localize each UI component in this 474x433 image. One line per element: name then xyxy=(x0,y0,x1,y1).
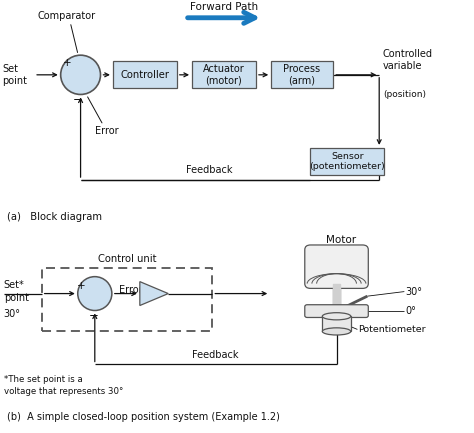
Text: 30°: 30° xyxy=(405,287,422,297)
Text: Sensor
(potentiometer): Sensor (potentiometer) xyxy=(310,152,385,171)
Text: Actuator
(motor): Actuator (motor) xyxy=(203,64,245,86)
Text: Controlled
variable: Controlled variable xyxy=(383,48,433,71)
Text: *The set point is a
voltage that represents 30°: *The set point is a voltage that represe… xyxy=(4,375,123,396)
Text: Error: Error xyxy=(95,126,118,136)
Ellipse shape xyxy=(322,313,351,320)
Bar xyxy=(113,61,177,88)
Text: −: − xyxy=(89,310,98,323)
Text: Comparator: Comparator xyxy=(37,11,95,21)
Text: point: point xyxy=(4,293,29,303)
Polygon shape xyxy=(140,281,168,306)
Text: +: + xyxy=(77,281,86,291)
Text: 0°: 0° xyxy=(405,306,416,316)
Text: Error: Error xyxy=(118,285,142,295)
Bar xyxy=(192,61,256,88)
Text: −: − xyxy=(73,93,82,106)
Text: (b)  A simple closed-loop position system (Example 1.2): (b) A simple closed-loop position system… xyxy=(7,412,280,422)
FancyBboxPatch shape xyxy=(305,305,368,317)
Text: +: + xyxy=(63,58,72,68)
Text: Control unit: Control unit xyxy=(98,254,156,264)
Text: Set
point: Set point xyxy=(2,64,27,86)
FancyBboxPatch shape xyxy=(305,245,368,288)
Circle shape xyxy=(61,55,100,94)
Text: (a)   Block diagram: (a) Block diagram xyxy=(7,212,102,222)
Bar xyxy=(322,316,351,331)
Bar xyxy=(310,148,384,175)
Text: Set*: Set* xyxy=(4,280,25,290)
Ellipse shape xyxy=(322,328,351,335)
Text: 30°: 30° xyxy=(4,309,21,319)
Text: (position): (position) xyxy=(383,90,426,99)
Text: Forward Path: Forward Path xyxy=(190,2,258,12)
Text: Process
(arm): Process (arm) xyxy=(283,64,320,86)
Text: Potentiometer: Potentiometer xyxy=(358,325,426,334)
Text: Feedback: Feedback xyxy=(186,165,233,175)
Bar xyxy=(271,61,333,88)
Bar xyxy=(42,268,212,331)
Text: Controller: Controller xyxy=(120,70,169,80)
Ellipse shape xyxy=(78,277,112,310)
Text: Motor: Motor xyxy=(326,235,356,245)
Text: Feedback: Feedback xyxy=(192,350,239,361)
